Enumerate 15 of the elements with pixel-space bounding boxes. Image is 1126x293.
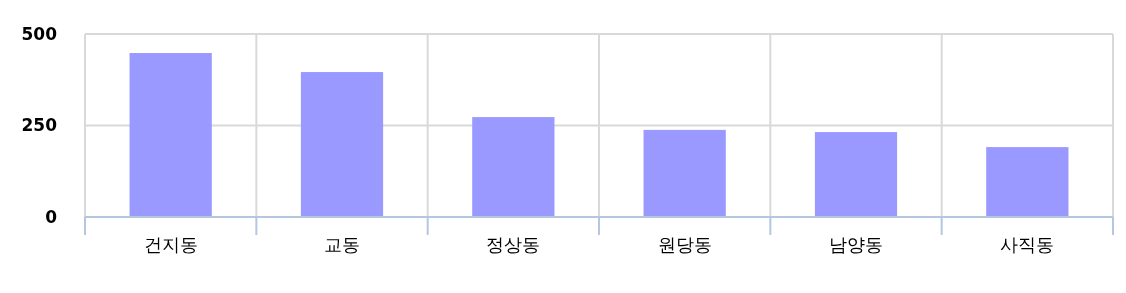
bar xyxy=(129,53,212,217)
x-tick-label: 교동 xyxy=(324,234,360,255)
x-tick-label: 남양동 xyxy=(829,234,883,255)
x-tick-label: 정상동 xyxy=(486,234,541,255)
y-tick-label: 250 xyxy=(21,115,58,136)
bar xyxy=(814,132,898,217)
x-tick-label: 사직동 xyxy=(1000,234,1055,255)
y-tick-label: 500 xyxy=(21,23,58,44)
bar xyxy=(300,72,384,217)
y-tick-label: 0 xyxy=(45,206,58,227)
bar xyxy=(986,147,1069,217)
x-tick-label: 건지동 xyxy=(143,234,198,255)
bar xyxy=(643,129,726,217)
x-tick-label: 원당동 xyxy=(657,234,712,255)
bar xyxy=(472,117,555,217)
